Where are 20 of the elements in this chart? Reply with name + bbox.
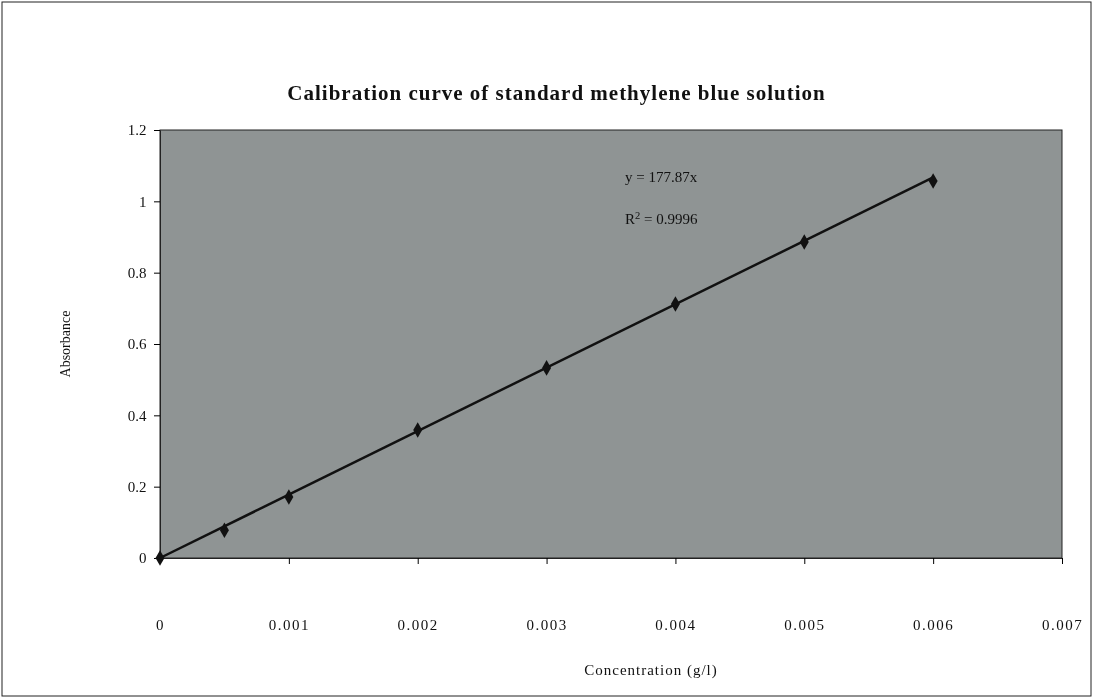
x-tick-label: 0.002 <box>397 617 439 633</box>
y-tick-label: 0.4 <box>127 407 147 424</box>
x-axis-title: Concentration (g/l) <box>584 662 718 679</box>
annotation: y = 177.87x <box>625 169 698 185</box>
x-tick-label: 0.006 <box>913 617 955 633</box>
x-tick-label: 0.005 <box>784 617 826 633</box>
x-tick-label: 0.007 <box>1041 617 1084 633</box>
y-tick-label: 0 <box>139 550 147 567</box>
y-tick-label: 0.2 <box>127 478 147 495</box>
x-tick-label: 0.003 <box>526 617 568 633</box>
y-tick-label: 0.8 <box>127 264 147 281</box>
y-tick-label: 0.6 <box>127 336 147 353</box>
y-tick-label: 1 <box>139 193 147 210</box>
chart-title: Calibration curve of standard methylene blue solution <box>287 81 826 105</box>
x-tick-label: 0.001 <box>268 617 310 633</box>
y-axis-title: Absorbance <box>58 310 73 378</box>
x-tick-label: 0.004 <box>655 617 697 633</box>
y-tick-label: 1.2 <box>127 122 147 139</box>
x-tick-label: 0 <box>156 617 165 633</box>
annotation: R$^{2}$ = 0.9996 <box>625 209 698 227</box>
